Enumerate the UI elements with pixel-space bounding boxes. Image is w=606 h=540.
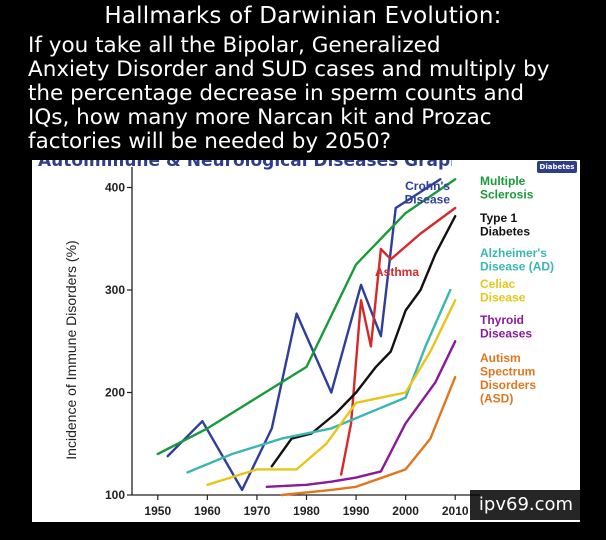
x-tick-label: 1960 <box>194 504 221 518</box>
meme-caption: If you take all the Bipolar, Generalized… <box>28 34 588 154</box>
series-lines <box>156 178 457 497</box>
y-tick-label: 400 <box>105 181 125 195</box>
series-label-line: Celiac <box>480 277 516 291</box>
chart-title: Autoimmune & Neurological Diseases Graph <box>38 160 452 171</box>
x-tick-label: 1990 <box>343 504 370 518</box>
chart-svg: Incidence of Immune Disorders (%) 100 200… <box>63 167 554 518</box>
series-label-line: Diseases <box>480 327 532 341</box>
x-tick-label: 2000 <box>392 504 419 518</box>
watermark: ipv69.com <box>470 490 582 520</box>
series-line <box>270 215 457 468</box>
y-tick-label: 200 <box>105 386 125 400</box>
series-label-line: Alzheimer's <box>480 246 547 260</box>
y-tick-label: 100 <box>105 488 125 502</box>
series-label-line: Thyroid <box>480 313 524 327</box>
x-tick-label: 1950 <box>144 504 171 518</box>
series-label: Type 1 Diabetes <box>480 211 530 239</box>
x-tick-label: 1980 <box>293 504 320 518</box>
diabetes-badge: Diabetes <box>537 161 577 173</box>
series-label-line: Autism <box>480 351 521 365</box>
series-label: Crohn's Disease <box>405 179 451 207</box>
caption-line: factories will be needed by 2050? <box>28 129 392 154</box>
series-line <box>186 288 452 474</box>
series-line <box>265 340 457 488</box>
caption-line: If you take all the Bipolar, Generalized <box>28 33 441 58</box>
series-label: Celiac Disease <box>480 277 526 305</box>
series-label-line: Multiple <box>480 174 526 188</box>
series-line <box>166 178 442 492</box>
x-tick-label: 2010 <box>442 504 469 518</box>
series-label: Autism Spectrum Disorders (ASD) <box>480 351 536 406</box>
series-label-line: Sclerosis <box>480 188 534 202</box>
series-line <box>280 375 457 497</box>
y-axis-label: Incidence of Immune Disorders (%) <box>63 240 79 459</box>
series-line <box>206 299 457 486</box>
series-line <box>156 178 457 456</box>
caption-line: the percentage decrease in sperm counts … <box>28 81 524 106</box>
meme-title: Hallmarks of Darwinian Evolution: <box>104 3 502 29</box>
series-line <box>340 206 457 476</box>
caption-line: Anxiety Disorder and SUD cases and multi… <box>28 57 550 82</box>
y-tick-label: 300 <box>105 283 125 297</box>
series-label-line: Diabetes <box>480 225 530 239</box>
series-label-line: Asthma <box>375 265 419 279</box>
series-label-line: Disease <box>405 193 451 207</box>
chart-title-clip: Autoimmune & Neurological Diseases Graph <box>32 160 452 174</box>
series-label: Alzheimer's Disease (AD) <box>480 246 554 274</box>
caption-line: IQs, how many more Narcan kit and Prozac <box>28 105 492 130</box>
chart-panel: Autoimmune & Neurological Diseases Graph… <box>32 160 580 522</box>
series-label-line: Crohn's <box>405 179 450 193</box>
series-label-line: (ASD) <box>480 392 513 406</box>
series-label: Asthma <box>375 265 419 279</box>
series-label-line: Spectrum <box>480 365 535 379</box>
series-label-line: Type 1 <box>480 211 517 225</box>
series-label-line: Disorders <box>480 378 536 392</box>
series-label-line: Disease <box>480 291 526 305</box>
series-label: Thyroid Diseases <box>480 313 532 341</box>
axes: 100 200 300 400 1950 1960 1970 1980 1990 2000 2010 <box>105 167 480 518</box>
x-tick-label: 1970 <box>244 504 271 518</box>
series-label-line: Disease (AD) <box>480 260 554 274</box>
series-label: Multiple Sclerosis <box>480 174 534 202</box>
